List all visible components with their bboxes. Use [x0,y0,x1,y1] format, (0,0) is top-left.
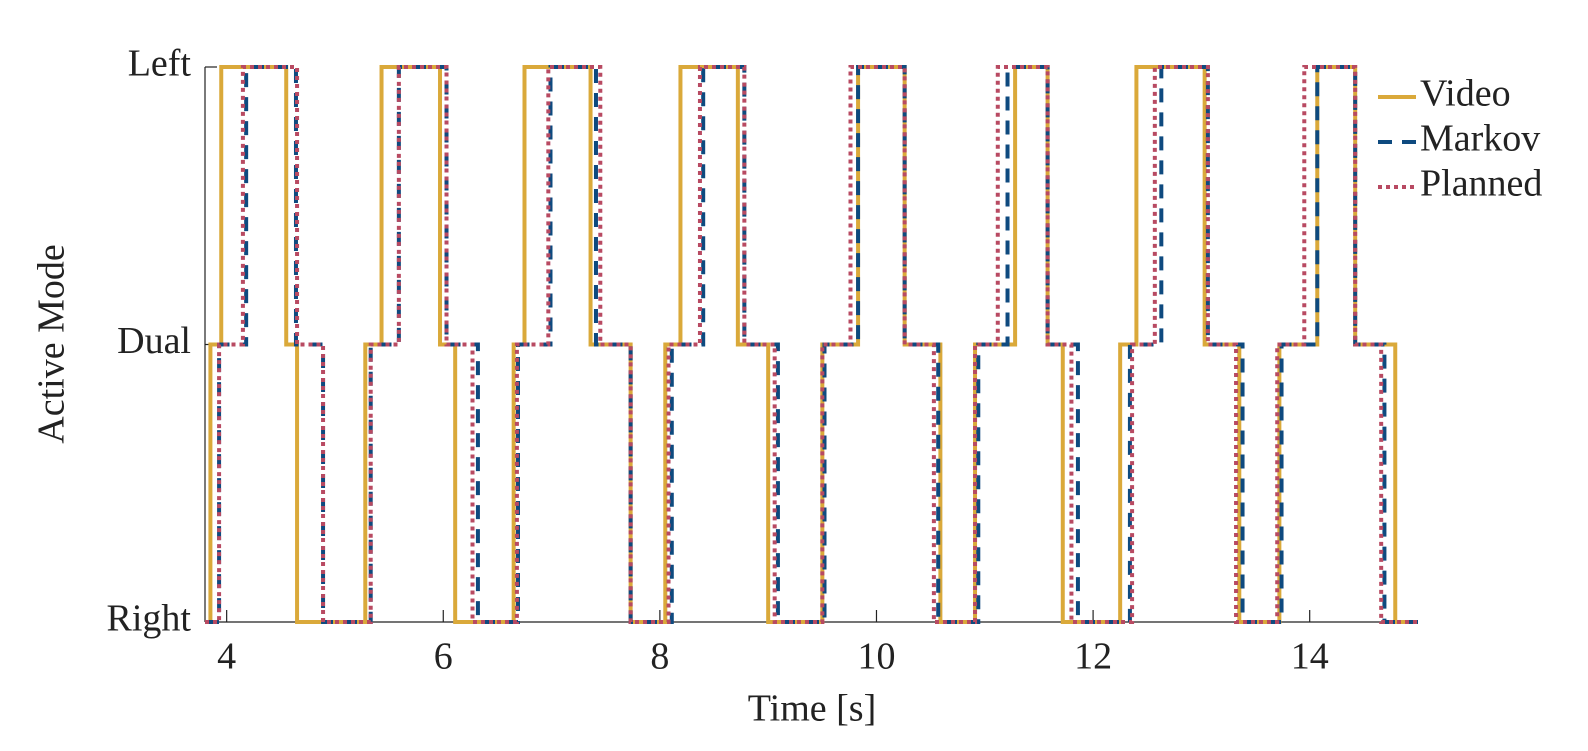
series-line [205,65,1418,624]
legend-label: Markov [1420,118,1540,160]
x-tick-label: 12 [1074,636,1112,678]
x-axis-label: Time [s] [748,688,876,730]
series-line [205,65,1418,624]
y-tick-label: Right [107,598,192,640]
x-tick-label: 14 [1291,636,1329,678]
x-tick-label: 6 [434,636,453,678]
y-axis-label: Active Mode [31,244,73,443]
y-tick-label: Dual [117,320,191,362]
x-tick-label: 10 [857,636,895,678]
legend-label: Video [1420,73,1511,115]
y-tick-label: Left [128,43,192,85]
x-tick-label: 4 [217,636,236,678]
legend-label: Planned [1420,163,1542,205]
x-tick-label: 8 [650,636,669,678]
